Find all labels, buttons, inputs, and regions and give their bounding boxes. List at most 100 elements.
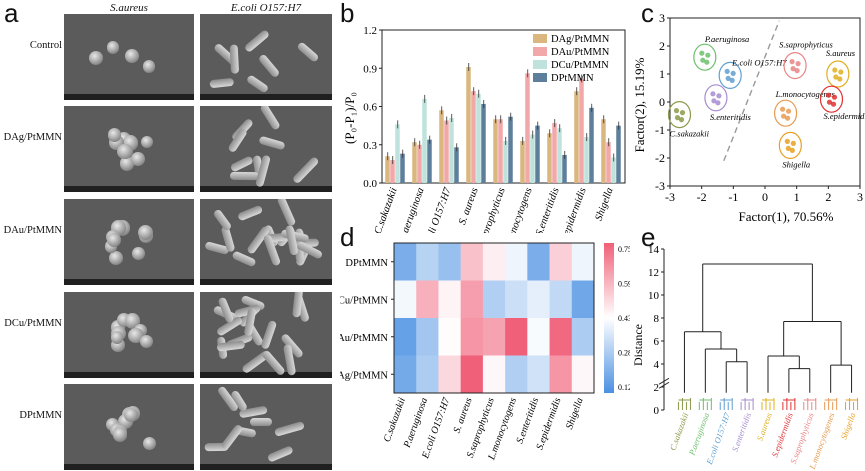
bar-7-0 <box>574 91 579 183</box>
rod-cell <box>273 421 306 438</box>
heat-cell-0-1 <box>416 243 439 281</box>
rod-cell <box>220 423 244 451</box>
bar-category-label: P.aeruginosa <box>397 186 426 233</box>
bar-ytick-label: 0.6 <box>363 102 377 114</box>
heat-cell-2-3 <box>460 318 484 356</box>
bar-3-0 <box>466 66 471 183</box>
heat-cell-1-1 <box>416 280 439 319</box>
dendro-ytick-label: 6 <box>654 336 660 348</box>
bar-3-1 <box>471 91 476 183</box>
coccus-cell <box>137 224 154 241</box>
pca-point <box>795 61 801 67</box>
heat-cell-2-1 <box>416 318 439 356</box>
pca-xtick-label: 3 <box>857 190 863 204</box>
heat-row-label: DAu/PtMMN <box>340 333 388 344</box>
heat-cell-3-0 <box>394 355 417 394</box>
bar-1-3 <box>427 139 432 183</box>
row-label-dau: DAu/PtMMN <box>3 225 62 236</box>
sem-image-ecoli-2 <box>200 199 332 285</box>
coccus-cell <box>132 246 145 260</box>
pca-group-label: P.aeruginosa <box>704 34 749 44</box>
pca-point <box>832 67 838 73</box>
pca-xtick-label: 0 <box>762 190 768 204</box>
coccus-cell <box>127 327 144 344</box>
bar-ytick-label: 0.0 <box>363 178 377 190</box>
axis-break-mark <box>658 377 670 385</box>
heat-cell-3-1 <box>416 355 439 394</box>
heat-cell-1-7 <box>549 280 573 319</box>
pca-group-label: S.aureus <box>826 48 856 58</box>
bar-0-3 <box>400 153 405 183</box>
panel-letter-e: e <box>641 222 656 252</box>
heat-cell-0-6 <box>527 243 550 281</box>
bar-ytick-label: 0.9 <box>363 63 377 75</box>
dendro-leaf-label: S.aureus <box>754 411 774 443</box>
coccus-cell <box>116 143 133 160</box>
row-label-dpt: DPtMMN <box>19 410 62 421</box>
heat-cell-1-2 <box>438 280 461 319</box>
bar-8-1 <box>606 142 611 183</box>
heat-cell-1-5 <box>505 280 528 319</box>
pca-point <box>784 138 790 144</box>
bar-chart: (P₀-P₁)/P₀ 0.0 0.3 0.6 0.9 1.2 C.sakazakiiP.a… <box>342 25 626 233</box>
coccus-cell <box>123 407 139 423</box>
pca-point <box>838 69 844 75</box>
heat-cell-0-3 <box>460 243 484 281</box>
dendro-ytick-label: 12 <box>648 267 659 279</box>
legend-swatch <box>533 47 547 56</box>
rod-cell <box>266 445 294 464</box>
rod-cell <box>249 418 272 427</box>
row-label-control: Control <box>29 40 62 51</box>
pca-ellipse-4 <box>783 51 807 80</box>
bar-category-label: S.enteritidis <box>534 186 562 233</box>
rod-cell <box>243 29 270 54</box>
heat-cell-0-8 <box>571 243 595 281</box>
pca-xtick-label: -2 <box>697 190 707 204</box>
dendro-leaf-label: C.sakazakii <box>667 411 690 452</box>
rod-cell <box>237 204 264 222</box>
pca-point <box>716 93 722 99</box>
sem-scale-bar <box>200 94 332 100</box>
pca-ylabel: Factor(2), 15.19% <box>632 57 647 152</box>
pca-ytick-label: 1 <box>659 67 665 81</box>
bar-0-0 <box>385 156 390 183</box>
dendro-leaf-label: Shigella <box>839 411 858 441</box>
colorbar-tick-label: 0.7532 <box>618 245 630 254</box>
bar-5-0 <box>520 140 525 183</box>
pca-point <box>784 115 791 121</box>
bar-ylabel: (P₀-P₁)/P₀ <box>342 92 357 144</box>
heat-col-label: Shigella <box>564 396 586 431</box>
col-header-saureus: S.aureus <box>110 2 148 14</box>
pca-point <box>789 147 795 153</box>
sem-scale-bar <box>200 372 332 378</box>
pca-point <box>789 59 795 65</box>
rod-cell <box>229 155 254 173</box>
pca-point <box>705 52 711 58</box>
pca-ellipse-6 <box>773 99 798 127</box>
row-label-dcu: DCu/PtMMN <box>4 318 62 329</box>
pca-group-label: S.enteritidis <box>710 112 752 122</box>
heat-cell-2-2 <box>438 318 461 356</box>
legend-label: DAu/PtMMN <box>551 47 610 58</box>
colorbar-tick-label: 0.5964 <box>618 280 630 289</box>
heat-cell-1-4 <box>482 280 506 319</box>
coccus-cell <box>120 156 135 171</box>
dendro-ytick-label: 0 <box>654 405 660 417</box>
heat-cell-2-5 <box>505 318 528 356</box>
rod-cell <box>209 77 234 89</box>
heat-cell-0-0 <box>394 243 417 281</box>
dendro-ytick-label: 4 <box>654 359 660 371</box>
pca-point <box>711 98 717 104</box>
sem-image-saureus-1 <box>64 106 194 192</box>
bar-2-0 <box>439 110 444 183</box>
bar-category-label: C.sakazakii <box>373 186 400 233</box>
pca-point <box>730 70 736 76</box>
coccus-cell <box>131 151 145 166</box>
bar-0-1 <box>390 160 395 183</box>
sem-scale-bar <box>64 464 194 470</box>
bar-category-label: Shigella <box>594 186 616 222</box>
coccus-cell <box>107 41 120 54</box>
coccus-cell <box>106 233 121 248</box>
pca-ytick-label: 2 <box>659 39 665 53</box>
bar-2-2 <box>449 117 454 183</box>
